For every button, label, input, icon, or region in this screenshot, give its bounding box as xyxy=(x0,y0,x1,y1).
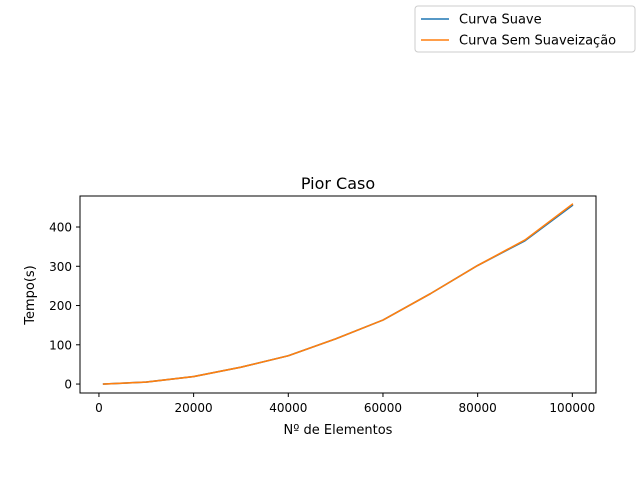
x-tick-label: 20000 xyxy=(175,401,213,415)
legend-frame xyxy=(414,5,636,53)
chart-title: Pior Caso xyxy=(301,174,375,193)
x-tick-label: 100000 xyxy=(549,401,595,415)
y-tick-label: 100 xyxy=(49,338,72,352)
y-tick-label: 400 xyxy=(49,221,72,235)
series-line-1 xyxy=(102,204,574,385)
y-tick-label: 300 xyxy=(49,260,72,274)
legend-label: Curva Sem Suaveização xyxy=(459,34,616,49)
y-axis-label: Tempo(s) xyxy=(23,265,38,326)
x-tick-label: 0 xyxy=(95,401,103,415)
x-tick-label: 80000 xyxy=(459,401,497,415)
legend-entries: Curva Suave Curva Sem Suaveização xyxy=(421,13,616,49)
x-axis: 0 20000 40000 60000 80000 100000 xyxy=(95,393,595,415)
series-line-2 xyxy=(102,203,574,385)
axes-frame xyxy=(79,195,597,394)
y-tick-label: 200 xyxy=(49,299,72,313)
plot-area xyxy=(102,203,574,385)
y-tick-label: 0 xyxy=(64,378,72,392)
y-axis: 0 100 200 300 400 xyxy=(49,221,80,392)
legend-label: Curva Suave xyxy=(459,13,542,28)
x-tick-label: 60000 xyxy=(364,401,402,415)
x-axis-label: Nº de Elementos xyxy=(284,423,393,438)
x-tick-label: 40000 xyxy=(269,401,307,415)
legend: Curva Suave Curva Sem Suaveização xyxy=(414,5,636,53)
